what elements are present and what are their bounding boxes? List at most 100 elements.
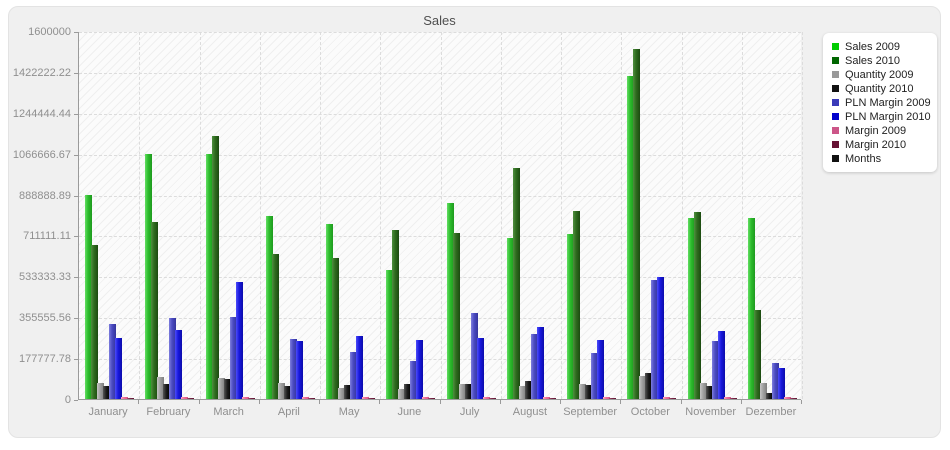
y-axis-label: 1244444.44 <box>12 107 71 120</box>
y-axis-label: 711111.11 <box>23 230 71 243</box>
legend-item: Margin 2010 <box>832 138 928 151</box>
bar <box>729 398 737 399</box>
bar <box>223 379 231 399</box>
bar <box>332 258 339 399</box>
bar <box>512 168 520 399</box>
legend-swatch-icon <box>832 127 839 134</box>
bar <box>771 363 779 399</box>
bar <box>295 341 303 399</box>
h-gridline <box>79 236 801 238</box>
h-gridline <box>79 32 801 33</box>
bar <box>428 398 436 399</box>
bar <box>705 386 713 399</box>
month-label: November <box>685 406 736 418</box>
bar-group <box>501 32 561 399</box>
v-gridline <box>500 32 502 399</box>
y-tick <box>74 32 78 33</box>
bar-group <box>380 32 440 399</box>
legend-label: Margin 2010 <box>845 138 907 151</box>
bar <box>663 397 671 399</box>
bar <box>283 386 291 399</box>
bar <box>627 76 635 399</box>
legend-item: Sales 2009 <box>832 41 928 53</box>
legend-swatch-icon <box>832 113 839 120</box>
bar <box>536 327 544 399</box>
bar <box>277 383 285 399</box>
bar <box>699 383 707 399</box>
bar <box>175 330 183 399</box>
bar <box>187 398 195 399</box>
v-gridline <box>440 32 442 399</box>
month-label: February <box>146 406 191 418</box>
legend: Sales 2009 Sales 2010 Quantity 2009 Quantit… <box>823 33 937 172</box>
legend-swatch-icon <box>832 85 839 92</box>
bar <box>609 398 616 399</box>
bar <box>115 338 122 399</box>
y-tick <box>74 236 78 238</box>
y-tick <box>74 113 78 115</box>
legend-swatch-icon <box>832 155 839 162</box>
bar <box>344 385 351 399</box>
h-gridline <box>79 359 801 361</box>
bar-group <box>561 32 621 399</box>
y-tick <box>74 195 78 197</box>
bar <box>85 195 92 399</box>
h-gridline <box>79 277 801 279</box>
v-gridline <box>741 32 743 399</box>
bar <box>452 233 460 399</box>
bar <box>524 381 532 399</box>
bar <box>446 203 454 399</box>
bar <box>338 388 345 399</box>
h-gridline <box>79 318 801 320</box>
y-axis-label: 533333.33 <box>19 271 71 284</box>
bar <box>422 397 430 399</box>
bar <box>579 384 586 399</box>
legend-item: PLN Margin 2010 <box>832 111 931 123</box>
bar <box>518 386 526 399</box>
bar <box>470 313 478 399</box>
bar <box>591 353 598 399</box>
bar <box>458 384 466 399</box>
legend-label: Months <box>845 152 882 165</box>
bar <box>585 385 592 399</box>
y-tick <box>74 277 78 279</box>
bar <box>301 397 309 399</box>
legend-swatch-icon <box>832 141 839 148</box>
y-tick <box>74 72 78 74</box>
month-label: October <box>630 406 670 418</box>
v-gridline <box>681 32 683 399</box>
bar <box>368 398 375 399</box>
bar <box>404 384 412 399</box>
bar <box>530 334 538 399</box>
v-gridline <box>802 32 803 399</box>
bar <box>151 222 159 399</box>
month-label: June <box>397 406 422 418</box>
legend-swatch-icon <box>832 43 839 50</box>
bar <box>271 254 279 399</box>
v-gridline <box>199 32 201 399</box>
y-tick <box>74 318 78 320</box>
month-label: March <box>213 406 244 418</box>
bar <box>765 393 773 399</box>
bar-group <box>682 32 742 399</box>
bar <box>651 280 659 399</box>
bar-group <box>260 32 320 399</box>
month-label: September <box>563 406 618 418</box>
x-tick <box>680 400 682 404</box>
y-axis-label: 1422222.22 <box>12 66 71 79</box>
chart-panel: Sales Sales 2009 Sales 2010 Quantity 2009 Q… <box>8 6 941 438</box>
legend-swatch-icon <box>832 71 839 78</box>
bar <box>362 397 369 399</box>
bar <box>693 212 701 399</box>
bar <box>241 397 249 399</box>
bar-group <box>742 32 802 399</box>
bar <box>548 398 556 399</box>
bar <box>789 398 797 399</box>
h-gridline <box>79 154 801 156</box>
v-gridline <box>139 32 141 399</box>
bar <box>169 318 177 399</box>
y-axis-label: 1066666.67 <box>12 148 71 161</box>
y-tick <box>74 154 78 156</box>
bar <box>217 378 225 399</box>
legend-item: Months <box>832 152 928 165</box>
